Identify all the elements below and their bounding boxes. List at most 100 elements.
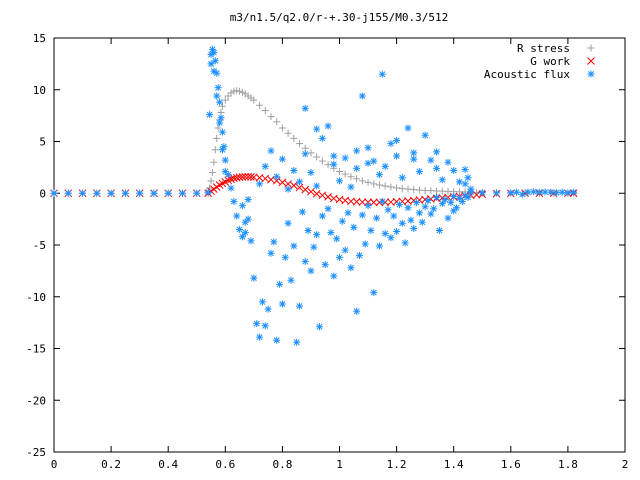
data-point-g-work xyxy=(307,187,315,196)
data-point-acoustic-flux xyxy=(316,323,324,331)
data-point-g-work xyxy=(224,176,233,185)
data-point-acoustic-flux xyxy=(330,152,338,160)
data-point-acoustic-flux xyxy=(370,289,378,297)
data-point-acoustic-flux xyxy=(370,157,378,165)
data-point-g-work xyxy=(278,178,287,187)
data-point-acoustic-flux xyxy=(93,189,101,197)
data-point-acoustic-flux xyxy=(247,237,255,245)
data-point-acoustic-flux xyxy=(107,189,115,197)
data-point-acoustic-flux xyxy=(458,198,466,206)
data-point-acoustic-flux xyxy=(296,302,304,310)
data-point-acoustic-flux xyxy=(393,152,401,160)
y-tick-label: 15 xyxy=(33,32,46,45)
data-point-acoustic-flux xyxy=(444,158,452,166)
data-point-r-stress xyxy=(250,96,258,104)
x-tick-label: 1.4 xyxy=(444,458,464,471)
data-point-acoustic-flux xyxy=(276,280,284,288)
data-point-acoustic-flux xyxy=(404,204,412,212)
data-point-acoustic-flux xyxy=(290,242,298,250)
data-point-acoustic-flux xyxy=(441,195,449,203)
data-point-acoustic-flux xyxy=(393,228,401,236)
data-point-acoustic-flux xyxy=(218,128,226,136)
data-point-acoustic-flux xyxy=(327,229,335,237)
data-point-acoustic-flux xyxy=(287,276,295,284)
data-point-acoustic-flux xyxy=(264,305,272,313)
data-point-acoustic-flux xyxy=(338,217,346,225)
y-tick-label: -20 xyxy=(26,394,46,407)
y-tick-label: 10 xyxy=(33,84,46,97)
data-point-acoustic-flux xyxy=(290,166,298,174)
data-point-r-stress xyxy=(353,175,361,183)
data-point-acoustic-flux xyxy=(298,208,306,216)
data-point-acoustic-flux xyxy=(353,147,361,155)
data-point-g-work xyxy=(358,198,367,206)
data-point-r-stress xyxy=(238,88,246,96)
data-point-acoustic-flux xyxy=(518,190,526,198)
data-point-acoustic-flux xyxy=(461,180,469,188)
legend-label-g-work: G work xyxy=(530,55,570,68)
data-point-r-stress xyxy=(381,182,389,190)
x-tick-label: 2 xyxy=(622,458,629,471)
data-point-acoustic-flux xyxy=(358,92,366,100)
data-point-r-stress xyxy=(296,140,304,148)
data-point-r-stress xyxy=(233,87,241,95)
data-point-acoustic-flux xyxy=(261,322,269,330)
data-point-r-stress xyxy=(387,183,395,191)
data-point-g-work xyxy=(312,189,321,198)
series-g-work xyxy=(50,172,578,207)
data-point-acoustic-flux xyxy=(310,243,318,251)
data-point-r-stress xyxy=(364,178,372,186)
data-point-acoustic-flux xyxy=(330,160,338,168)
data-point-acoustic-flux xyxy=(398,219,406,227)
data-point-r-stress xyxy=(207,177,215,185)
data-point-acoustic-flux xyxy=(213,69,221,77)
data-point-acoustic-flux xyxy=(384,206,392,214)
data-point-acoustic-flux xyxy=(313,182,321,190)
data-point-acoustic-flux xyxy=(313,125,321,133)
x-tick-label: 0.4 xyxy=(158,458,178,471)
data-point-acoustic-flux xyxy=(207,51,215,59)
data-point-acoustic-flux xyxy=(450,166,458,174)
data-point-r-stress xyxy=(404,185,412,193)
data-point-acoustic-flux xyxy=(387,140,395,148)
data-point-acoustic-flux xyxy=(421,131,429,139)
data-point-acoustic-flux xyxy=(378,198,386,206)
data-point-acoustic-flux xyxy=(324,205,332,213)
data-point-acoustic-flux xyxy=(447,199,455,207)
data-point-acoustic-flux xyxy=(361,240,369,248)
data-point-acoustic-flux xyxy=(221,156,229,164)
data-point-acoustic-flux xyxy=(541,188,549,196)
data-point-acoustic-flux xyxy=(398,174,406,182)
data-point-r-stress xyxy=(210,158,218,166)
data-point-acoustic-flux xyxy=(433,193,441,201)
data-point-acoustic-flux xyxy=(321,261,329,269)
data-point-acoustic-flux xyxy=(244,215,252,223)
data-point-g-work xyxy=(375,198,384,207)
data-point-acoustic-flux xyxy=(213,92,221,100)
data-point-acoustic-flux xyxy=(224,171,232,179)
data-point-acoustic-flux xyxy=(353,307,361,315)
data-point-acoustic-flux xyxy=(347,264,355,272)
data-point-acoustic-flux xyxy=(530,188,538,196)
data-point-r-stress xyxy=(227,89,235,97)
data-point-acoustic-flux xyxy=(50,189,58,197)
data-point-acoustic-flux xyxy=(296,178,304,186)
data-point-acoustic-flux xyxy=(301,150,309,158)
data-point-acoustic-flux xyxy=(313,231,321,239)
data-point-acoustic-flux xyxy=(301,258,309,266)
data-point-acoustic-flux xyxy=(464,174,472,182)
chart-title: m3/n1.5/q2.0/r-+.30-j155/M0.3/512 xyxy=(230,11,449,24)
data-point-acoustic-flux xyxy=(407,216,415,224)
data-point-r-stress xyxy=(318,157,326,165)
data-point-acoustic-flux xyxy=(250,274,258,282)
x-tick-label: 1 xyxy=(336,458,343,471)
y-tick-label: 0 xyxy=(39,187,46,200)
data-point-acoustic-flux xyxy=(270,238,278,246)
data-point-acoustic-flux xyxy=(453,204,461,212)
data-point-acoustic-flux xyxy=(214,84,222,92)
data-point-acoustic-flux xyxy=(455,194,463,202)
data-point-acoustic-flux xyxy=(450,192,458,200)
data-point-acoustic-flux xyxy=(375,171,383,179)
data-point-r-stress xyxy=(261,106,269,114)
data-point-acoustic-flux xyxy=(64,189,72,197)
